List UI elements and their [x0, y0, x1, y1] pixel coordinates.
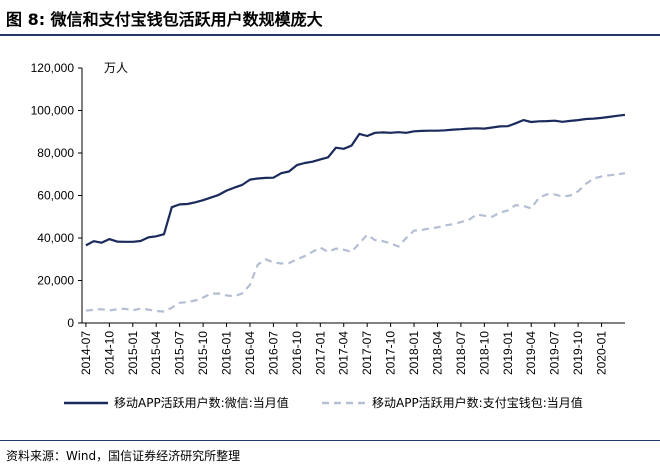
- y-tick-label: 120,000: [31, 61, 75, 75]
- x-tick-label: 2015-04: [149, 331, 163, 375]
- x-tick-label: 2019-07: [548, 331, 562, 375]
- series-lines: [85, 113, 626, 313]
- x-tick-label: 2018-10: [477, 331, 491, 375]
- x-tick-label: 2015-10: [196, 331, 210, 375]
- x-tick-label: 2018-01: [407, 331, 421, 375]
- y-tick-label: 20,000: [37, 274, 74, 288]
- source-note: 资料来源：Wind，国信证券经济研究所整理: [6, 449, 241, 463]
- line-chart: 020,00040,00060,00080,000100,000120,000 …: [31, 61, 626, 410]
- y-tick-label: 60,000: [37, 189, 74, 203]
- legend-label: 移动APP活跃用户数:微信:当月值: [114, 395, 289, 410]
- x-tick-label: 2018-04: [430, 331, 444, 375]
- source-rule: [0, 440, 660, 441]
- x-tick-label: 2015-01: [126, 331, 140, 375]
- unit-label: 万人: [104, 61, 128, 75]
- x-tick-label: 2015-07: [173, 331, 187, 375]
- x-tick-label: 2017-01: [313, 331, 327, 375]
- x-tick-label: 2017-04: [337, 331, 351, 375]
- y-tick-label: 100,000: [31, 104, 75, 118]
- x-tick-label: 2016-01: [220, 331, 234, 375]
- x-tick-label: 2019-04: [524, 331, 538, 375]
- y-tick-label: 40,000: [37, 231, 74, 245]
- x-tick-label: 2014-10: [102, 331, 116, 375]
- x-tick-label: 2019-01: [501, 331, 515, 375]
- x-tick-label: 2018-07: [454, 331, 468, 375]
- y-tick-label: 80,000: [37, 146, 74, 160]
- x-tick-label: 2017-07: [360, 331, 374, 375]
- legend-item-wechat: 移动APP活跃用户数:微信:当月值: [64, 395, 289, 410]
- x-tick-label: 2020-01: [595, 331, 609, 375]
- series-wechat-line: [85, 113, 626, 247]
- x-tick-label: 2019-10: [571, 331, 585, 375]
- series-alipay-line: [85, 172, 626, 313]
- chart-title: 图 8: 微信和支付宝钱包活跃用户数规模庞大: [6, 10, 323, 29]
- x-tick-label: 2016-07: [266, 331, 280, 375]
- x-tick-label: 2016-10: [290, 331, 304, 375]
- legend-item-alipay: 移动APP活跃用户数:支付宝钱包:当月值: [322, 395, 583, 410]
- legend: 移动APP活跃用户数:微信:当月值 移动APP活跃用户数:支付宝钱包:当月值: [64, 395, 583, 410]
- x-tick-label: 2017-10: [384, 331, 398, 375]
- title-rule: [0, 34, 660, 36]
- legend-label: 移动APP活跃用户数:支付宝钱包:当月值: [372, 395, 583, 410]
- x-tick-label: 2014-07: [79, 331, 93, 375]
- x-tick-label: 2016-04: [243, 331, 257, 375]
- y-tick-label: 0: [67, 316, 74, 330]
- y-axis-ticks: 0 20,000 40,000 60,000 80,000 100,000 120,000: [31, 61, 82, 330]
- x-axis-ticks: 2014-07 2014-10 2015-01 2015-04 2015-07 2015-…: [79, 323, 609, 375]
